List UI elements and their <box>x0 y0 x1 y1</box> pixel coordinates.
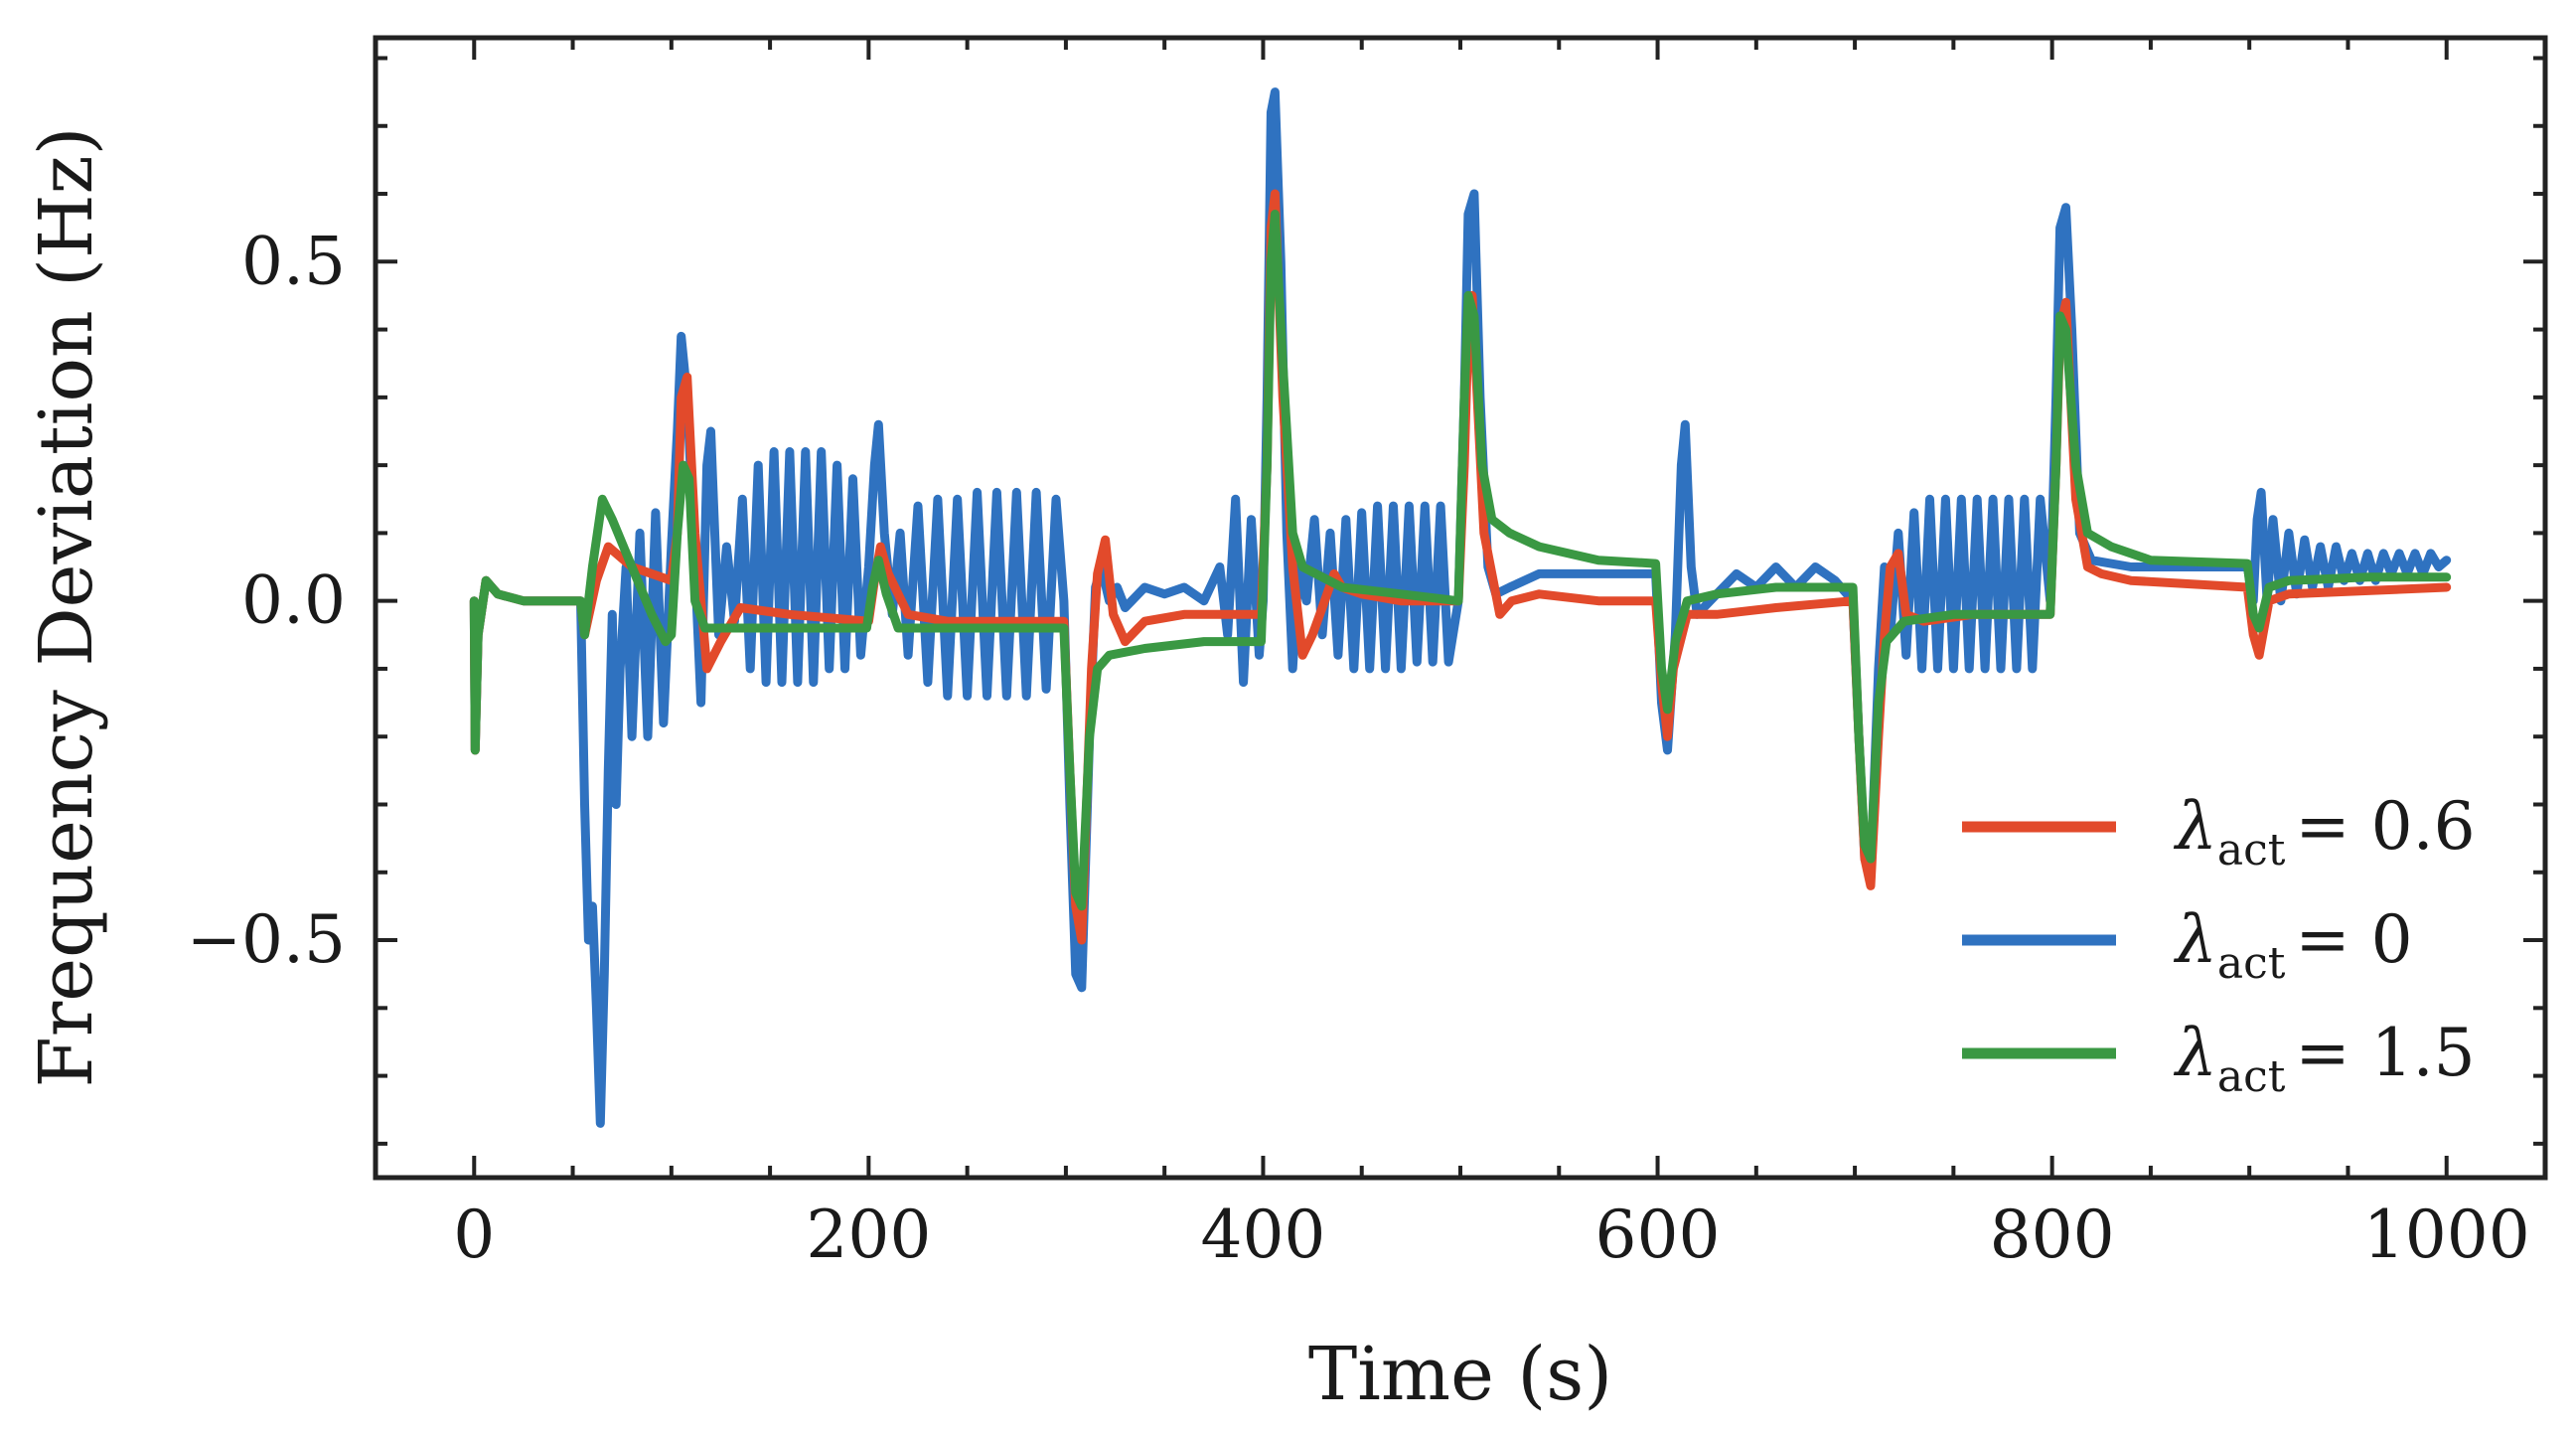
x-tick-label: 600 <box>1595 1197 1721 1273</box>
x-tick-label: 400 <box>1200 1197 1325 1273</box>
series-line-2 <box>469 210 2452 911</box>
legend-label-1: λact = 0 <box>2173 901 2413 989</box>
x-axis-label: Time (s) <box>1308 1332 1612 1417</box>
legend-label-2: λact = 1.5 <box>2173 1015 2476 1102</box>
x-tick-label: 800 <box>1990 1197 2115 1273</box>
legend-value: = 1.5 <box>2295 1015 2475 1091</box>
legend-subscript: act <box>2217 938 2286 989</box>
x-tick-label: 0 <box>453 1197 495 1273</box>
legend-lambda: λ <box>2173 788 2217 865</box>
y-axis-label: Frequency Deviation (Hz) <box>24 127 109 1088</box>
x-tick-label: 200 <box>806 1197 931 1273</box>
legend-lambda: λ <box>2173 1015 2217 1091</box>
y-tick-label: −0.5 <box>187 901 346 978</box>
x-axis-ticks: 0 200 400 600 800 1000 <box>374 38 2547 1273</box>
x-tick-label: 1000 <box>2363 1197 2530 1273</box>
legend-subscript: act <box>2217 825 2286 876</box>
legend-value: = 0.6 <box>2295 788 2475 865</box>
y-tick-label: 0.0 <box>241 562 346 639</box>
y-tick-label: 0.5 <box>241 223 346 299</box>
legend-lambda: λ <box>2173 901 2217 978</box>
y-axis-ticks: −0.5 0.0 0.5 <box>187 56 2545 1146</box>
legend-value: = 0 <box>2295 901 2412 978</box>
series-layer <box>469 87 2452 1128</box>
legend-subscript: act <box>2217 1051 2286 1102</box>
legend-label-0: λact = 0.6 <box>2173 788 2476 876</box>
